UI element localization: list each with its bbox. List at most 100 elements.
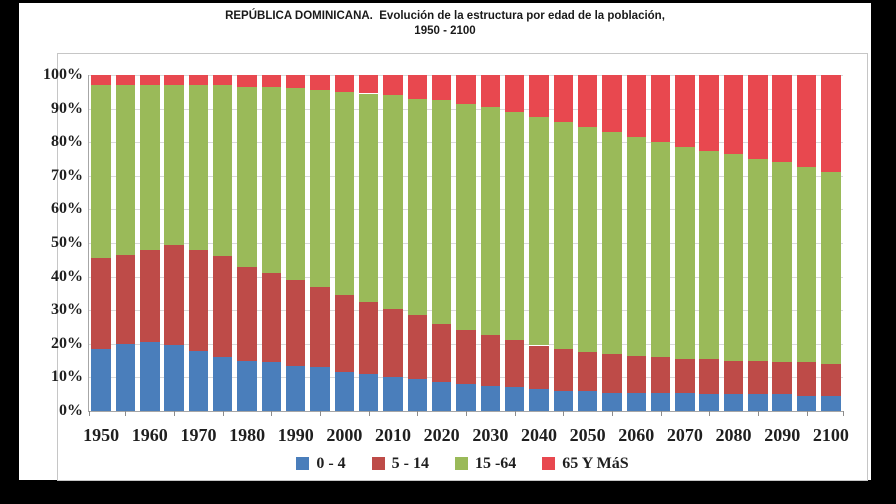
bar-segment-2010-65YMáS <box>383 75 403 96</box>
bar-segment-2100-0-4 <box>821 395 841 411</box>
legend-label-0-4: 0 - 4 <box>316 455 346 472</box>
x-axis-tick-2 <box>125 411 127 416</box>
bar-segment-2055-5-14 <box>602 353 622 393</box>
bar-segment-2000-65YMáS <box>334 75 355 92</box>
bar-segment-2085-5-14 <box>748 360 768 395</box>
bar-segment-2075-5-14 <box>699 358 719 395</box>
bar-segment-2040-5-14 <box>529 345 549 390</box>
bar-segment-1950-0-4 <box>91 348 111 411</box>
y-tick-label-80pct: 80% <box>51 133 83 151</box>
bar-segment-1970-5-14 <box>188 249 209 351</box>
plot-area <box>88 75 844 416</box>
bar-segment-2005-5-14 <box>358 301 379 375</box>
bar-segment-2015-5-14 <box>407 315 428 380</box>
x-axis-tick-16 <box>806 411 808 416</box>
bar-segment-2050-15-64 <box>577 127 598 353</box>
bar-segment-2080-15-64 <box>723 153 744 361</box>
bar-segment-2100-5-14 <box>821 363 841 396</box>
legend-swatch-15-64-icon <box>454 457 468 470</box>
bar-segment-1995-15-64 <box>310 90 330 287</box>
bar-segment-2045-5-14 <box>553 348 573 391</box>
bar-segment-2015-0-4 <box>407 379 428 411</box>
bar-segment-2030-0-4 <box>480 385 501 411</box>
bar-segment-2015-65YMáS <box>407 75 428 99</box>
bar-segment-1990-15-64 <box>286 88 306 280</box>
bar-segment-1995-5-14 <box>310 286 330 368</box>
bar-segment-1960-0-4 <box>140 342 160 411</box>
x-tick-label-2000: 2000 <box>326 425 363 445</box>
chart-legend: 0 - 4 5 - 14 15 -64 65 Y MáS <box>58 455 867 472</box>
bar-segment-2020-0-4 <box>431 382 452 411</box>
bar-segment-2075-0-4 <box>699 394 719 411</box>
bar-segment-2020-65YMáS <box>431 75 452 101</box>
bar-segment-2070-0-4 <box>675 392 695 411</box>
x-axis-tick-7 <box>368 411 370 416</box>
x-tick-label-1960: 1960 <box>131 425 168 445</box>
bar-segment-1965-15-64 <box>164 85 184 245</box>
bar-segment-2095-0-4 <box>796 395 817 411</box>
bar-segment-2070-65YMáS <box>675 75 695 148</box>
x-axis-tick-3 <box>174 411 176 416</box>
bar-segment-1975-0-4 <box>213 357 233 411</box>
bar-segment-1985-5-14 <box>261 273 282 363</box>
bar-segment-1955-15-64 <box>115 85 136 255</box>
x-axis-tick-4 <box>222 411 224 416</box>
bar-segment-2085-65YMáS <box>748 75 768 159</box>
x-tick-label-2060: 2060 <box>618 425 655 445</box>
bar-segment-1990-65YMáS <box>286 75 306 89</box>
bar-segment-2090-15-64 <box>772 162 792 363</box>
bar-segment-1975-65YMáS <box>213 75 233 86</box>
bar-segment-1975-15-64 <box>213 85 233 257</box>
x-tick-label-1990: 1990 <box>277 425 314 445</box>
bar-segment-2030-5-14 <box>480 335 501 386</box>
bar-segment-1965-5-14 <box>164 244 184 346</box>
bar-segment-2030-65YMáS <box>480 75 501 107</box>
bar-segment-2010-0-4 <box>383 377 403 411</box>
bar-segment-2080-0-4 <box>723 394 744 411</box>
bar-segment-2000-15-64 <box>334 91 355 296</box>
y-tick-label-10pct: 10% <box>51 368 83 386</box>
chart-title-line2: 1950 - 2100 <box>414 25 476 37</box>
legend-label-15-64: 15 -64 <box>474 455 517 472</box>
bar-segment-2020-15-64 <box>431 100 452 324</box>
x-tick-label-2100: 2100 <box>812 425 849 445</box>
bar-segment-2070-5-14 <box>675 358 695 393</box>
bar-segment-2020-5-14 <box>431 323 452 383</box>
bar-segment-1955-5-14 <box>115 254 136 344</box>
legend-label-65YMáS: 65 Y MáS <box>562 455 629 472</box>
x-axis-tick-8 <box>417 411 419 416</box>
bar-segment-1985-15-64 <box>261 86 282 274</box>
bar-segment-2025-5-14 <box>456 330 476 385</box>
x-axis-tick-6 <box>320 411 322 416</box>
legend-swatch-0-4-icon <box>296 457 310 470</box>
y-tick-label-50pct: 50% <box>51 234 83 251</box>
y-tick-label-100pct: 100% <box>43 66 83 83</box>
chart-title-line1: REPÚBLICA DOMINICANA. Evolución de la es… <box>225 10 665 22</box>
bar-segment-2045-0-4 <box>553 390 573 411</box>
bar-segment-1985-0-4 <box>261 362 282 411</box>
y-tick-label-60pct: 60% <box>51 200 83 218</box>
y-tick-label-0pct: 0% <box>59 402 83 419</box>
bar-segment-1970-65YMáS <box>188 75 209 86</box>
bar-segment-2095-5-14 <box>796 362 817 396</box>
bar-segment-1980-15-64 <box>237 86 257 267</box>
bar-segment-2000-5-14 <box>334 295 355 373</box>
bar-segment-2090-5-14 <box>772 362 792 395</box>
legend-item-65YMáS: 65 Y MáS <box>542 455 629 472</box>
bar-segment-2060-0-4 <box>626 392 646 411</box>
bar-segment-2035-15-64 <box>504 111 525 341</box>
bar-segment-1970-0-4 <box>188 350 209 411</box>
bar-segment-2060-15-64 <box>626 137 646 356</box>
x-axis-tick-14 <box>709 411 711 416</box>
y-tick-label-20pct: 20% <box>51 334 83 352</box>
bar-segment-2000-0-4 <box>334 372 355 411</box>
bar-segment-2040-15-64 <box>529 117 549 346</box>
x-tick-label-2080: 2080 <box>715 425 752 445</box>
x-tick-label-1970: 1970 <box>180 425 217 445</box>
y-tick-label-90pct: 90% <box>51 99 83 117</box>
bar-segment-2010-5-14 <box>383 308 403 378</box>
bar-segment-2025-65YMáS <box>456 75 476 104</box>
bar-segment-2050-0-4 <box>577 390 598 411</box>
bar-segment-2015-15-64 <box>407 98 428 316</box>
bar-segment-1950-15-64 <box>91 85 111 259</box>
